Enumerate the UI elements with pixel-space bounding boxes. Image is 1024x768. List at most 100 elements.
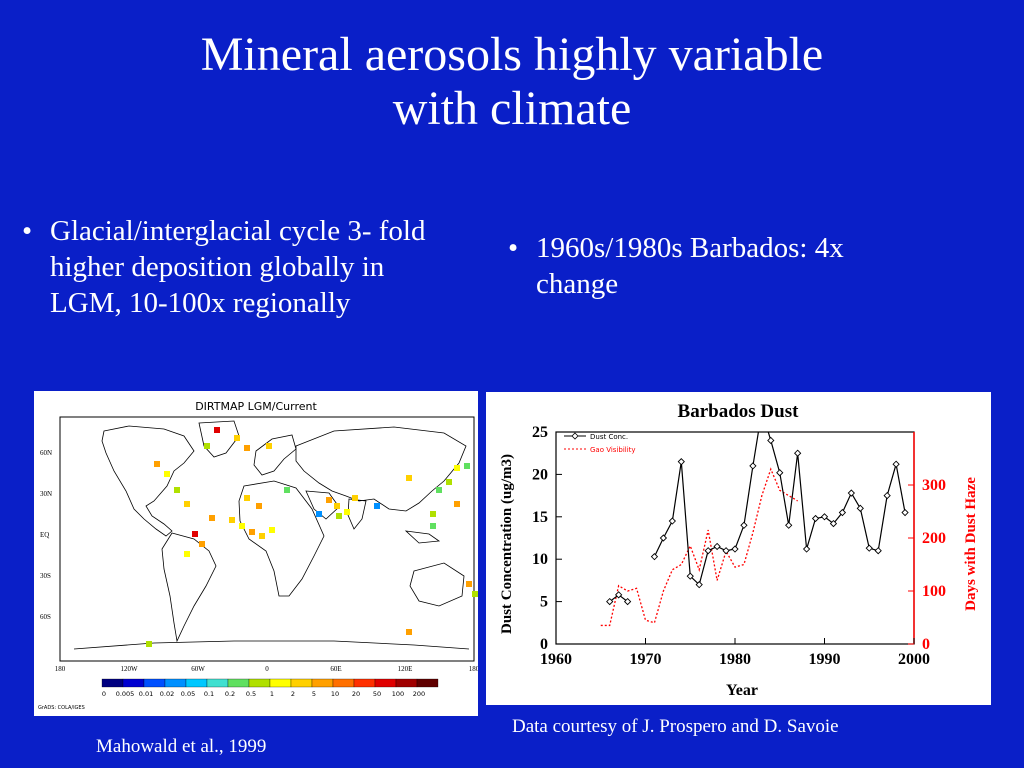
x-tick-label: 1980 [719, 651, 751, 668]
deposition-cell [464, 463, 470, 469]
y2-axis-label: Days with Dust Haze [963, 477, 979, 611]
dirtmap-map: DIRTMAP LGM/Current [38, 400, 480, 711]
deposition-cell [204, 443, 210, 449]
dust-conc-point [874, 547, 882, 555]
chart-series [600, 432, 909, 627]
colorbar-swatch [101, 678, 124, 688]
deposition-cell [184, 551, 190, 557]
dust-conc-point [883, 491, 891, 500]
bullet-glacial: • Glacial/interglacial cycle 3- fold hig… [22, 213, 462, 321]
legend-label-gao: Gao Visibility [590, 446, 636, 454]
dust-conc-point [811, 514, 820, 523]
dust-conc-point [794, 449, 802, 457]
coastlines [73, 420, 470, 650]
colorbar-label: 2 [291, 690, 295, 698]
deposition-cell [259, 533, 265, 539]
y-tick-label: 10 [532, 551, 548, 568]
deposition-cell [269, 527, 275, 533]
dust-conc-point [776, 469, 784, 477]
dust-conc-point [668, 517, 676, 525]
y-tick-label: 25 [532, 424, 548, 441]
colorbar-swatch [332, 678, 355, 688]
dust-conc-point [686, 572, 694, 580]
deposition-cell [229, 517, 235, 523]
colorbar-label: 1 [270, 690, 274, 698]
caption-data-credit: Data courtesy of J. Prospero and D. Savo… [512, 716, 839, 737]
dust-conc-point [677, 458, 685, 466]
dust-conc-point [856, 504, 864, 512]
deposition-cell [154, 461, 160, 467]
x-tick-label: 1960 [540, 651, 572, 668]
colorbar-swatch [143, 678, 166, 688]
y2-tick-label: 100 [922, 583, 946, 600]
lat-label: 30S [40, 572, 51, 580]
x-tick-label: 2000 [898, 651, 930, 668]
colorbar-label: 0.2 [225, 690, 235, 698]
lon-label: 180 [469, 665, 478, 673]
lon-label: 0 [265, 665, 269, 673]
lon-label: 60W [191, 665, 205, 673]
colorbar-swatch [185, 678, 208, 688]
deposition-cell [466, 581, 472, 587]
dust-conc-point [820, 513, 829, 521]
slide-title: Mineral aerosols highly variable with cl… [0, 28, 1024, 136]
x-tick-label: 1970 [630, 651, 662, 668]
dust-conc-point [695, 581, 703, 589]
colorbar-swatch [164, 678, 187, 688]
y2-tick-label: 0 [922, 636, 930, 653]
chart-legend: Dust Conc. Gao Visibility [564, 432, 636, 454]
colorbar-label: 0.02 [160, 690, 174, 698]
chart-title: Barbados Dust [678, 401, 800, 422]
colorbar-label: 0 [102, 690, 106, 698]
map-colorbar: 0 0.005 0.01 0.02 0.05 0.1 0.2 0.5 1 2 5 10 20 50 100 2… [101, 678, 439, 698]
dust-conc-point [829, 519, 838, 528]
colorbar-swatch [206, 678, 229, 688]
colorbar-label: 20 [352, 690, 360, 698]
colorbar-label: 0.005 [116, 690, 135, 698]
deposition-cell [249, 529, 255, 535]
colorbar-label: 0.5 [246, 690, 256, 698]
deposition-cell [174, 487, 180, 493]
x-axis-label: Year [726, 682, 758, 699]
deposition-cell [239, 523, 245, 529]
y-tick-label: 5 [540, 594, 548, 611]
lon-label: 120E [398, 665, 413, 673]
deposition-cell [454, 465, 460, 471]
deposition-cell [326, 497, 332, 503]
colorbar-swatch [227, 678, 250, 688]
dust-conc-point [713, 542, 721, 551]
deposition-cell [352, 495, 358, 501]
y2-tick-label: 200 [922, 530, 946, 547]
deposition-cell [454, 501, 460, 507]
deposition-cell [430, 511, 436, 517]
deposition-cell [316, 511, 322, 517]
y2-tick-label: 300 [922, 477, 946, 494]
plot-frame [555, 431, 915, 645]
dust-conc-point [901, 508, 909, 517]
lon-label: 120W [120, 665, 138, 673]
colorbar-label: 0.01 [139, 690, 153, 698]
deposition-cell [184, 501, 190, 507]
dust-conc-point [767, 436, 775, 445]
bullet-barbados: • 1960s/1980s Barbados: 4x change [508, 230, 928, 302]
map-title: DIRTMAP LGM/Current [195, 400, 317, 413]
slide-title-line1: Mineral aerosols highly variable [200, 28, 824, 81]
dust-conc-point [659, 534, 668, 542]
lat-label: 60N [40, 449, 52, 457]
dust-conc-point [892, 460, 900, 468]
lon-labels: 180 120W 60W 0 60E 120E 180 [55, 665, 480, 673]
dirtmap-figure: DIRTMAP LGM/Current [34, 391, 480, 716]
deposition-cell [234, 435, 240, 441]
dust-conc-point [731, 545, 739, 553]
dust-conc-point [722, 547, 730, 555]
dust-conc-point [785, 521, 793, 529]
lon-label: 180 [55, 665, 66, 673]
colorbar-swatch [416, 678, 439, 688]
lat-label: 30N [40, 490, 52, 498]
deposition-cell [430, 523, 436, 529]
bullet-dot: • [508, 232, 519, 264]
dust-conc-point [847, 489, 855, 497]
dust-conc-point [838, 508, 847, 517]
dust-conc-line [653, 432, 906, 586]
colorbar-label: 0.1 [204, 690, 214, 698]
